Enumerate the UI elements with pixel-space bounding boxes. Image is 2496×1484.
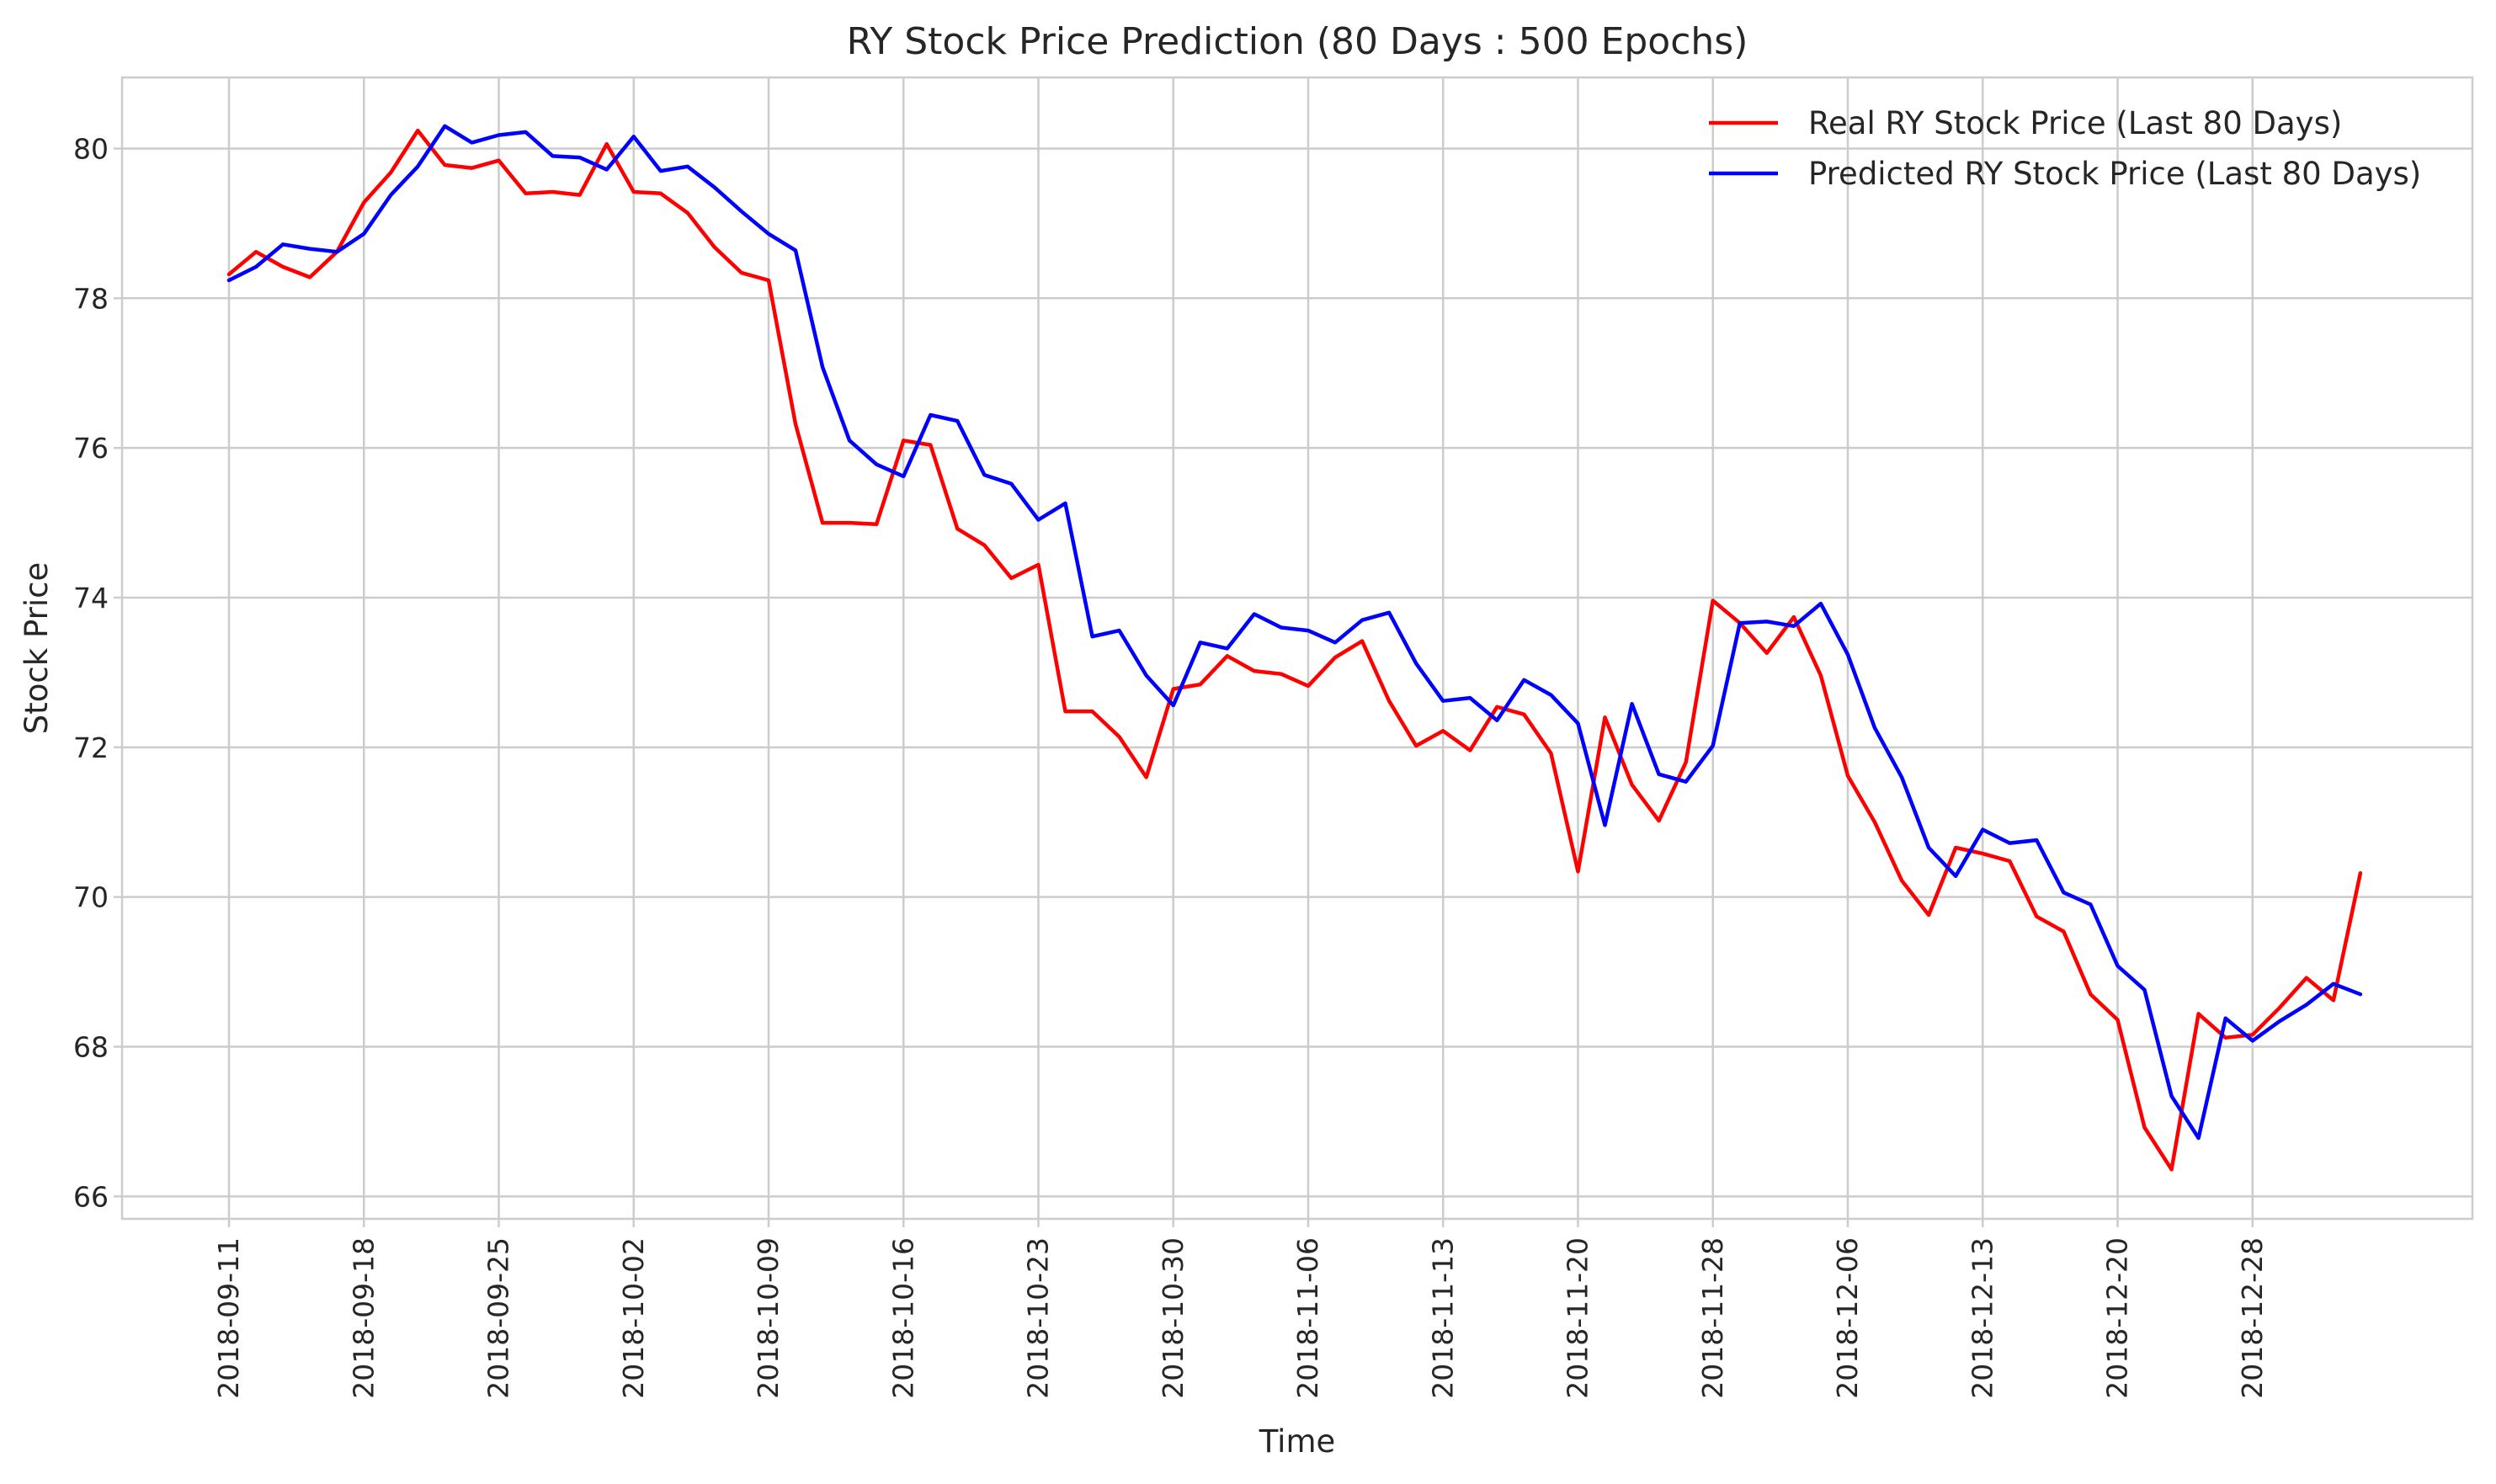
y-tick-label: 80 <box>73 132 109 165</box>
x-tick-label: 2018-09-25 <box>482 1237 515 1399</box>
x-tick-label: 2018-11-20 <box>1562 1237 1594 1399</box>
x-tick-label: 2018-12-28 <box>2236 1237 2269 1399</box>
x-tick-label: 2018-11-06 <box>1291 1237 1324 1399</box>
y-tick-label: 74 <box>73 582 109 614</box>
legend-label-predicted: Predicted RY Stock Price (Last 80 Days) <box>1808 156 2421 192</box>
plot-frame <box>120 76 2474 1221</box>
legend: Real RY Stock Price (Last 80 Days) Predi… <box>1709 105 2421 192</box>
grid <box>122 77 2472 1219</box>
x-tick-label: 2018-10-16 <box>886 1237 919 1399</box>
series-line-real <box>226 128 2363 1172</box>
y-axis-ticks: 66 68 70 72 74 76 78 80 <box>73 132 122 1213</box>
y-axis-label: Stock Price <box>19 562 55 734</box>
x-tick-label: 2018-10-02 <box>617 1237 650 1399</box>
series-line-predicted <box>226 124 2363 1141</box>
x-tick-label: 2018-10-30 <box>1157 1237 1189 1399</box>
x-tick-label: 2018-12-13 <box>1966 1237 1998 1399</box>
y-tick-label: 78 <box>73 282 109 315</box>
x-tick-label: 2018-09-11 <box>212 1237 245 1399</box>
x-tick-label: 2018-10-23 <box>1022 1237 1055 1399</box>
x-tick-label: 2018-11-13 <box>1426 1237 1459 1399</box>
x-axis-label: Time <box>1259 1423 1336 1460</box>
legend-label-real: Real RY Stock Price (Last 80 Days) <box>1808 105 2342 141</box>
y-tick-label: 66 <box>73 1180 109 1213</box>
x-axis-ticks: 2018-09-11 2018-09-18 2018-09-25 2018-10-02… <box>212 1219 2269 1399</box>
x-tick-label: 2018-12-20 <box>2101 1237 2134 1399</box>
x-tick-label: 2018-12-06 <box>1831 1237 1864 1399</box>
y-tick-label: 68 <box>73 1030 109 1063</box>
y-tick-label: 72 <box>73 731 109 764</box>
x-tick-label: 2018-09-18 <box>347 1237 380 1399</box>
x-tick-label: 2018-10-09 <box>752 1237 785 1399</box>
y-tick-label: 76 <box>73 432 109 465</box>
series-lines <box>226 124 2363 1172</box>
y-tick-label: 70 <box>73 881 109 914</box>
chart-title: RY Stock Price Prediction (80 Days : 500… <box>847 20 1748 63</box>
x-tick-label: 2018-11-28 <box>1696 1237 1729 1399</box>
